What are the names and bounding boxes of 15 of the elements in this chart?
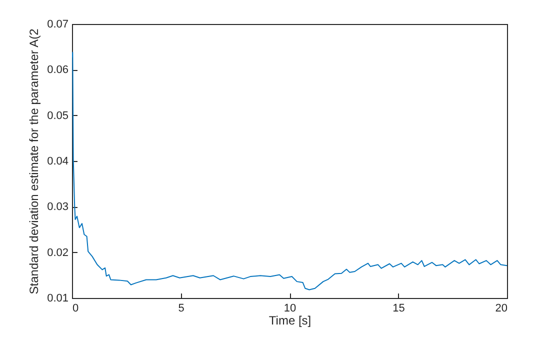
x-tick-label: 15 (392, 302, 405, 314)
y-tick-label: 0.05 (47, 110, 68, 122)
y-tick-label: 0.01 (47, 292, 68, 304)
x-tick-label: 20 (495, 302, 508, 314)
x-tick-label: 0 (72, 302, 79, 314)
x-tick-label: 10 (284, 302, 296, 314)
line-series (72, 52, 507, 290)
y-axis-title: Standard deviation estimate for the parameter A(2 (27, 28, 42, 294)
y-tick-label: 0.02 (47, 246, 68, 259)
x-tick-label: 5 (178, 302, 184, 314)
y-tick-label: 0.04 (47, 156, 68, 168)
y-tick-label: 0.03 (47, 201, 68, 214)
y-tick-label: 0.06 (47, 64, 68, 76)
x-axis-title: Time [s] (268, 314, 312, 328)
y-tick-label: 0.07 (47, 18, 68, 30)
